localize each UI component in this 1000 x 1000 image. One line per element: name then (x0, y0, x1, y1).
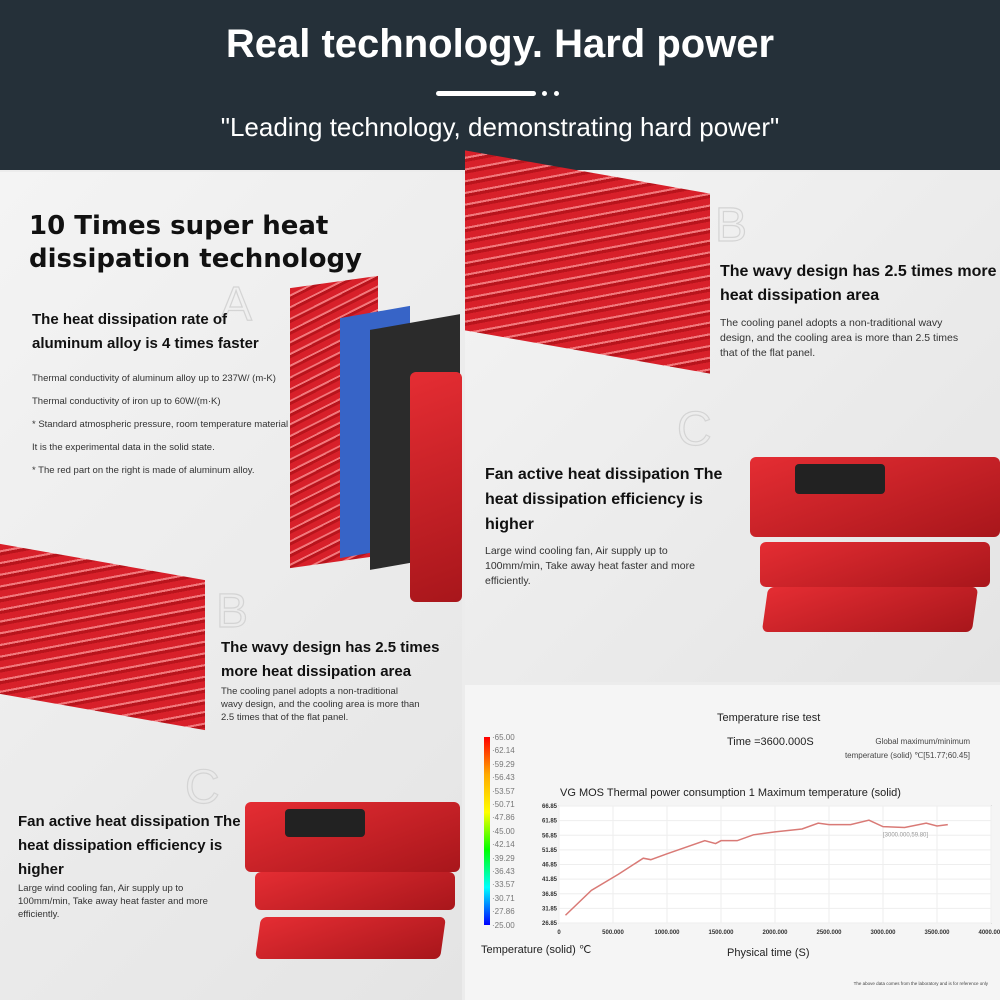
test-time: Time =3600.000S (727, 736, 814, 748)
y-tick-label: 46.85 (542, 863, 558, 869)
section-b-heading: The wavy design has 2.5 times more heat … (221, 639, 440, 680)
section-c-heading: Fan active heat dissipation The heat dis… (18, 813, 241, 878)
x-tick-label: 1500.000 (708, 930, 734, 936)
x-tick-label: 4000.000 (978, 930, 1000, 936)
note: It is the experimental data in the solid… (32, 442, 215, 453)
note: * The red part on the right is made of a… (32, 465, 255, 476)
banner-subtitle: "Leading technology, demonstrating hard … (220, 112, 780, 142)
global-label: Global maximum/minimum (875, 737, 970, 746)
temperature-test-panel: Temperature rise test Time =3600.000S Gl… (465, 685, 1000, 1000)
color-scale-bar (484, 737, 490, 925)
scale-tick: ·42.14 (492, 840, 515, 850)
scale-tick: ·45.00 (492, 826, 515, 836)
divider (436, 91, 536, 96)
x-tick-label: 2500.000 (816, 930, 842, 936)
bms-body-image (760, 542, 990, 587)
scale-tick: ·39.29 (492, 853, 515, 863)
x-axis-label: Physical time (S) (727, 947, 810, 959)
section-a-subheading: The heat dissipation rate of aluminum al… (32, 311, 259, 352)
global-value: temperature (solid) ℃[51.77;60.45] (844, 751, 970, 760)
section-b-body: The cooling panel adopts a non-tradition… (221, 686, 420, 723)
x-tick-label: 0 (557, 930, 561, 936)
scale-tick: ·53.57 (492, 786, 515, 796)
bms-body-image (255, 872, 455, 910)
scale-tick: ·33.57 (492, 880, 515, 890)
right-top-panel: B The wavy design has 2.5 times more hea… (465, 150, 1000, 682)
global-temp: Global maximum/minimum temperature (soli… (845, 735, 970, 763)
letter-b: B (215, 584, 249, 638)
section-b-heading: The wavy design has 2.5 times more heat … (720, 263, 997, 304)
bottom-plate-image (255, 917, 446, 959)
banner-title: Real technology. Hard power (225, 22, 775, 66)
scale-tick: ·59.29 (492, 759, 515, 769)
letter-c: C (676, 402, 712, 456)
section-c-heading: Fan active heat dissipation The heat dis… (485, 466, 723, 533)
scale-label: Temperature (solid) ℃ (481, 944, 592, 956)
letter-a: A (219, 277, 253, 331)
y-tick-label: 41.85 (542, 877, 558, 883)
note: Thermal conductivity of aluminum alloy u… (32, 373, 276, 384)
x-tick-label: 1000.000 (654, 930, 680, 936)
divider-dot (542, 91, 547, 96)
scale-tick: ·25.00 (492, 920, 515, 930)
scale-tick: ·30.71 (492, 893, 515, 903)
y-tick-label: 66.85 (542, 804, 558, 810)
color-scale-ticks: ·65.00 ·62.14 ·59.29 ·56.43 ·53.57 ·50.71 ·47.… (492, 733, 532, 930)
y-tick-label: 56.85 (542, 833, 558, 839)
x-tick-label: 3500.000 (924, 930, 950, 936)
fan-image (285, 809, 365, 837)
header-banner: Real technology. Hard power "Leading tec… (0, 0, 1000, 170)
scale-tick: ·62.14 (492, 746, 515, 756)
section-c-body: Large wind cooling fan, Air supply up to… (18, 883, 208, 920)
letter-b: B (714, 198, 748, 252)
y-tick-label: 36.85 (542, 892, 558, 898)
note: * Standard atmospheric pressure, room te… (32, 419, 289, 430)
annotation-label: [3000.000,59.80] (883, 833, 928, 839)
scale-tick: ·47.86 (492, 813, 515, 823)
left-panel: 10 Times super heat dissipation technolo… (0, 172, 462, 1000)
note: Thermal conductivity of iron up to 60W/(… (32, 396, 221, 407)
section-a-notes: Thermal conductivity of aluminum alloy u… (32, 372, 302, 487)
x-tick-label: 500.000 (602, 930, 624, 936)
chart-title: VG MOS Thermal power consumption 1 Maxim… (560, 787, 901, 799)
bottom-plate-image (761, 587, 979, 632)
temperature-chart: 0 500.000 1000.000 1500.000 2000.000 2500.000… (542, 804, 1000, 936)
fan-image (795, 464, 885, 494)
scale-tick: ·65.00 (492, 733, 515, 742)
case-image (410, 372, 462, 602)
scale-tick: ·50.71 (492, 800, 515, 809)
wavy-fins-image (0, 543, 205, 731)
wavy-fins-image (465, 150, 710, 374)
y-tick-label: 26.85 (542, 921, 558, 927)
series-line (564, 819, 948, 916)
scale-tick: ·36.43 (492, 867, 515, 876)
x-tick-label: 3000.000 (870, 930, 896, 936)
section-b-body: The cooling panel adopts a non-tradition… (720, 317, 959, 359)
test-title: Temperature rise test (717, 712, 821, 724)
y-tick-label: 61.85 (542, 819, 558, 825)
y-tick-label: 51.85 (542, 848, 558, 854)
x-tick-label: 2000.000 (762, 930, 788, 936)
section-a-heading: 10 Times super heat dissipation technolo… (29, 211, 362, 274)
scale-tick: ·27.86 (492, 907, 515, 917)
y-tick-label: 31.85 (542, 906, 558, 912)
section-c-body: Large wind cooling fan, Air supply up to… (485, 545, 695, 587)
disclaimer: The above data comes from the laboratory… (853, 981, 988, 986)
divider-dot (554, 91, 559, 96)
letter-c: C (184, 760, 220, 814)
scale-tick: ·56.43 (492, 773, 515, 783)
